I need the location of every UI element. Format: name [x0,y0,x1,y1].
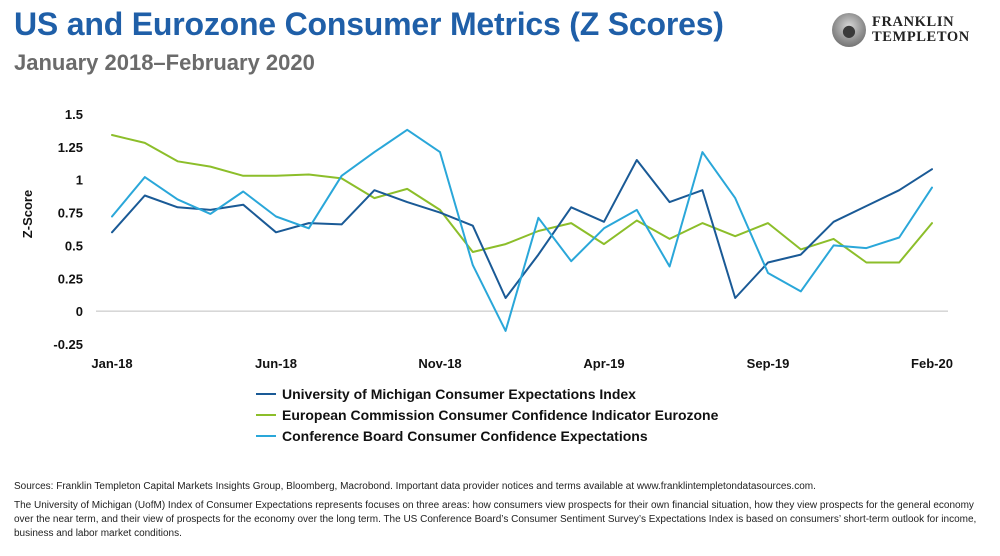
y-tick-label: 0.25 [58,271,83,286]
legend-swatch [256,413,276,416]
franklin-templeton-logo: ● FRANKLIN TEMPLETON [832,12,992,48]
legend-item: University of Michigan Consumer Expectat… [256,383,718,404]
logo-line-1: FRANKLIN [872,14,955,30]
y-axis-label: Z-Score [20,190,35,238]
chart-subtitle: January 2018–February 2020 [14,50,315,75]
series-line-2 [111,128,933,332]
legend-item: Conference Board Consumer Confidence Exp… [256,425,718,446]
x-tick-label: Feb-20 [911,356,953,371]
x-tick-label: Jan-18 [91,356,132,371]
y-tick-label: 0 [76,304,83,319]
y-tick-label: -0.25 [53,337,83,352]
series-line-1 [111,134,933,264]
logo-line-2: TEMPLETON [872,29,970,45]
legend-swatch [256,392,276,395]
x-axis-ticks: Jan-18 Jun-18 Nov-18 Apr-19 Sep-19 Feb-20 [91,356,953,371]
franklin-portrait-icon: ● [832,13,866,47]
x-tick-label: Apr-19 [583,356,624,371]
x-tick-label: Nov-18 [418,356,461,371]
series-lines [111,128,933,332]
legend-label: Conference Board Consumer Confidence Exp… [282,427,648,444]
y-tick-label: 0.5 [65,238,83,253]
y-tick-label: 1 [76,173,83,188]
legend-label: University of Michigan Consumer Expectat… [282,385,636,402]
logo-wordmark: FRANKLIN TEMPLETON [872,15,970,45]
y-axis-ticks: 1.5 1.25 1 0.75 0.5 0.25 0 -0.25 [53,107,83,352]
chart-legend: University of Michigan Consumer Expectat… [256,383,718,446]
y-tick-label: 0.75 [58,206,83,221]
methodology-note: The University of Michigan (UofM) Index … [14,500,977,539]
x-tick-label: Sep-19 [747,356,790,371]
x-tick-label: Jun-18 [255,356,297,371]
legend-label: European Commission Consumer Confidence … [282,406,719,423]
legend-item: European Commission Consumer Confidence … [256,404,718,425]
y-tick-label: 1.5 [65,107,83,122]
source-note: Sources: Franklin Templeton Capital Mark… [14,481,816,492]
line-chart: Z-Score 1.5 1.25 1 0.75 0.5 0.25 0 -0.25 Jan-18… [20,107,953,371]
chart-title: US and Eurozone Consumer Metrics (Z Scor… [14,6,724,42]
legend-swatch [256,434,276,437]
y-tick-label: 1.25 [58,140,83,155]
